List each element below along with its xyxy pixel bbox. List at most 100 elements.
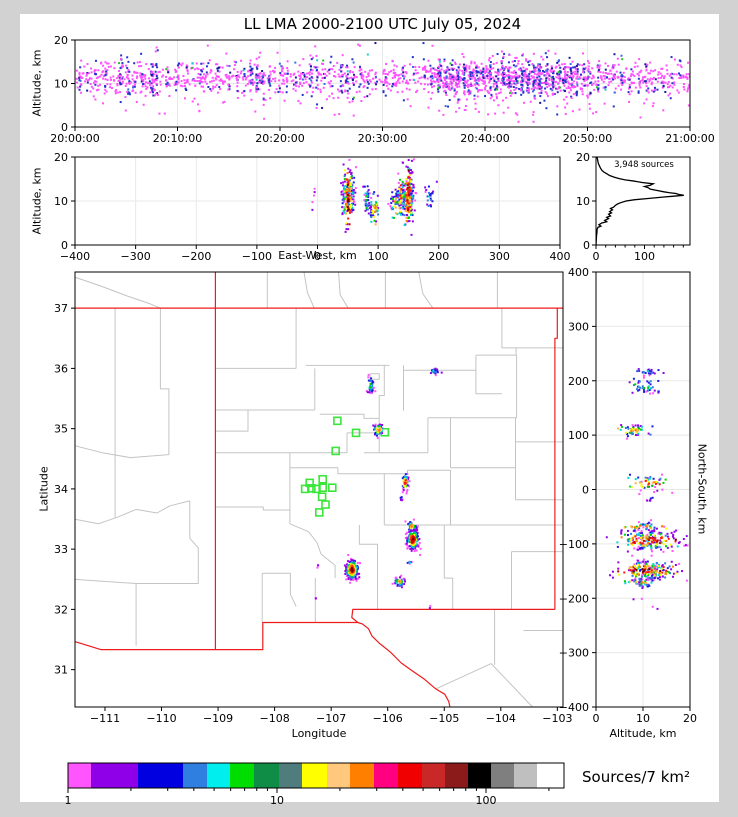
svg-text:20:20:00: 20:20:00 <box>255 132 304 145</box>
svg-text:10: 10 <box>576 195 590 208</box>
station-marker <box>331 446 340 456</box>
figure-canvas <box>20 14 719 802</box>
svg-text:−106: −106 <box>373 712 403 725</box>
svg-text:36: 36 <box>54 362 68 375</box>
colorbar-segment <box>374 763 398 788</box>
colorbar-segment <box>491 763 514 788</box>
colorbar-segment <box>537 763 563 788</box>
altitude-histogram-panel: 0 100 0 10 20 <box>576 151 684 263</box>
svg-text:200: 200 <box>568 375 589 388</box>
svg-text:20:00:00: 20:00:00 <box>50 132 99 145</box>
svg-text:400: 400 <box>568 266 589 279</box>
svg-text:400: 400 <box>550 250 571 263</box>
svg-text:32: 32 <box>54 603 68 616</box>
station-marker <box>333 416 342 426</box>
svg-text:0: 0 <box>593 250 600 263</box>
svg-text:10: 10 <box>270 794 284 807</box>
station-marker <box>321 500 330 509</box>
colorbar-segment <box>350 763 374 788</box>
svg-text:−100: −100 <box>559 538 589 551</box>
station-marker <box>327 483 337 492</box>
svg-text:300: 300 <box>568 320 589 333</box>
colorbar-segment <box>445 763 468 788</box>
svg-text:100: 100 <box>568 429 589 442</box>
map-frame <box>74 271 564 708</box>
station-marker <box>318 483 327 492</box>
colorbar-segment <box>230 763 254 788</box>
station-marker <box>314 508 324 517</box>
station-marker <box>307 483 316 493</box>
svg-text:−300: −300 <box>121 250 151 263</box>
svg-text:100: 100 <box>634 250 655 263</box>
svg-text:0: 0 <box>61 121 68 134</box>
colorbar-segment <box>254 763 279 788</box>
colorbar-segment <box>302 763 327 788</box>
svg-text:−109: −109 <box>203 712 233 725</box>
colorbar-segment <box>514 763 537 788</box>
svg-text:20: 20 <box>54 34 68 47</box>
svg-text:34: 34 <box>54 483 68 496</box>
svg-text:−200: −200 <box>181 250 211 263</box>
svg-text:10: 10 <box>636 712 650 725</box>
colorbar-segment <box>279 763 302 788</box>
svg-text:20:10:00: 20:10:00 <box>153 132 202 145</box>
svg-text:0: 0 <box>61 239 68 252</box>
svg-text:−108: −108 <box>260 712 290 725</box>
station-marker <box>351 428 361 438</box>
svg-text:10: 10 <box>54 195 68 208</box>
svg-text:21:00:00: 21:00:00 <box>665 132 714 145</box>
colorbar-segment <box>91 763 138 788</box>
station-marker <box>318 474 327 484</box>
svg-text:1: 1 <box>65 794 72 807</box>
svg-text:35: 35 <box>54 423 68 436</box>
svg-text:−110: −110 <box>146 712 176 725</box>
colorbar-segment <box>68 763 91 788</box>
svg-text:20:50:00: 20:50:00 <box>563 132 612 145</box>
station-marker <box>305 478 314 488</box>
colorbar: 1 10 100 <box>65 762 565 807</box>
svg-text:−103: −103 <box>542 712 572 725</box>
time-height-panel: 20:00:00 20:10:00 20:20:00 20:30:00 20:40:00… <box>50 34 714 145</box>
svg-text:0: 0 <box>314 250 321 263</box>
colorbar-segment <box>422 763 445 788</box>
svg-text:−300: −300 <box>559 647 589 660</box>
svg-text:20:40:00: 20:40:00 <box>460 132 509 145</box>
colorbar-segment <box>398 763 422 788</box>
svg-text:10: 10 <box>54 78 68 91</box>
svg-text:−200: −200 <box>559 592 589 605</box>
svg-text:−400: −400 <box>60 250 90 263</box>
station-marker <box>317 492 327 502</box>
colorbar-segment <box>468 763 491 788</box>
svg-text:0: 0 <box>593 712 600 725</box>
ew-height-panel: −400 −300 −200 −100 0 100 200 300 400 0 10 20 <box>54 151 571 263</box>
histogram-frame <box>595 156 691 246</box>
svg-text:100: 100 <box>368 250 389 263</box>
svg-text:37: 37 <box>54 302 68 315</box>
colorbar-segment <box>207 763 230 788</box>
svg-text:300: 300 <box>489 250 510 263</box>
svg-text:100: 100 <box>476 794 497 807</box>
svg-text:33: 33 <box>54 543 68 556</box>
svg-text:−111: −111 <box>90 712 120 725</box>
svg-text:200: 200 <box>428 250 449 263</box>
svg-text:20: 20 <box>576 151 590 164</box>
svg-text:20:30:00: 20:30:00 <box>358 132 407 145</box>
svg-text:20: 20 <box>54 151 68 164</box>
colorbar-segment <box>138 763 183 788</box>
svg-text:0: 0 <box>583 239 590 252</box>
svg-text:−400: −400 <box>559 701 589 714</box>
svg-text:−100: −100 <box>242 250 272 263</box>
map-panel: −111 −110 −109 −108 −107 −106 −105 −104 −103 31 32… <box>54 272 572 725</box>
svg-text:−107: −107 <box>316 712 346 725</box>
colorbar-segment <box>183 763 207 788</box>
svg-text:−105: −105 <box>429 712 459 725</box>
svg-text:−104: −104 <box>486 712 516 725</box>
colorbar-segment <box>327 763 350 788</box>
svg-text:0: 0 <box>582 484 589 497</box>
svg-text:31: 31 <box>54 664 68 677</box>
lma-stations <box>300 416 390 517</box>
svg-text:20: 20 <box>683 712 697 725</box>
ns-height-panel: 0 10 20 400 300 200 100 0 −100 −200 −300 −400 <box>559 266 697 725</box>
